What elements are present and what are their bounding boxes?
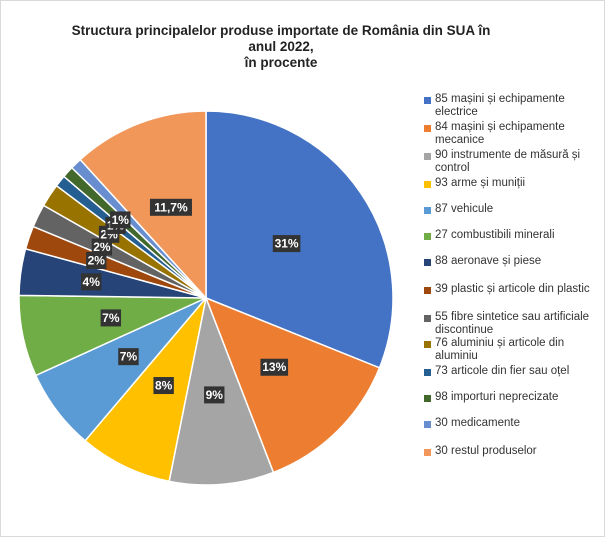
legend-swatch xyxy=(424,369,431,376)
data-label-4: 7% xyxy=(118,348,139,366)
legend-label: 30 restul produselor xyxy=(435,445,537,457)
legend-swatch xyxy=(424,207,431,214)
svg-text:13%: 13% xyxy=(262,360,286,374)
legend-label: 85 mașini și echipamente electrice xyxy=(435,93,565,118)
data-label-1: 13% xyxy=(260,358,289,376)
pie-slice-3[interactable] xyxy=(84,297,207,483)
svg-text:7%: 7% xyxy=(120,350,138,364)
legend-swatch xyxy=(424,97,431,104)
legend-swatch xyxy=(424,181,431,188)
legend-label: 39 plastic și articole din plastic xyxy=(435,283,590,295)
legend-swatch xyxy=(424,125,431,132)
data-label-7: 2% xyxy=(86,252,107,270)
legend-swatch xyxy=(424,153,431,160)
svg-text:4%: 4% xyxy=(83,275,101,289)
legend-label: 30 medicamente xyxy=(435,417,521,429)
svg-text:1%: 1% xyxy=(112,213,130,227)
data-label-13: 11,7% xyxy=(149,198,192,216)
legend-swatch xyxy=(424,421,431,428)
svg-text:2%: 2% xyxy=(88,254,106,268)
legend-label: 88 aeronave și piese xyxy=(435,255,542,267)
legend-label: 27 combustibili minerali xyxy=(435,229,555,241)
legend-swatch xyxy=(424,259,431,266)
legend-swatch xyxy=(424,395,431,402)
data-label-5: 7% xyxy=(100,309,122,327)
data-label-2: 9% xyxy=(204,386,225,404)
pie-slice-13[interactable] xyxy=(79,110,207,300)
data-label-11: 1% xyxy=(110,211,131,229)
legend-label: 73 articole din fier sau oțel xyxy=(435,365,570,377)
legend-label: 84 mașini și echipamente mecanice xyxy=(435,121,565,146)
legend-swatch xyxy=(424,287,431,294)
legend-label: 90 instrumente de măsură și control xyxy=(435,149,581,174)
legend-swatch xyxy=(424,315,431,322)
legend-label: 55 fibre sintetice sau artificiale disco… xyxy=(435,311,590,336)
legend-label: 87 vehicule xyxy=(435,203,494,215)
svg-text:11,7%: 11,7% xyxy=(154,200,188,214)
svg-text:2%: 2% xyxy=(93,240,111,254)
svg-text:8%: 8% xyxy=(155,379,173,393)
data-label-0: 31% xyxy=(272,235,301,253)
legend-label: 98 importuri neprecizate xyxy=(435,391,559,403)
legend-swatch xyxy=(424,341,431,348)
chart-title: Structura principalelor produse importat… xyxy=(71,23,491,70)
pie-slice-1[interactable] xyxy=(204,296,381,474)
legend-label: 76 aluminiu și articole din aluminiu xyxy=(435,337,565,362)
data-label-6: 4% xyxy=(80,273,102,291)
legend-swatch xyxy=(424,233,431,240)
data-label-3: 8% xyxy=(153,377,174,395)
legend-label: 93 arme și muniții xyxy=(435,177,526,189)
svg-text:31%: 31% xyxy=(275,237,299,251)
legend-swatch xyxy=(424,449,431,456)
svg-text:7%: 7% xyxy=(102,311,120,325)
svg-text:9%: 9% xyxy=(206,388,224,402)
